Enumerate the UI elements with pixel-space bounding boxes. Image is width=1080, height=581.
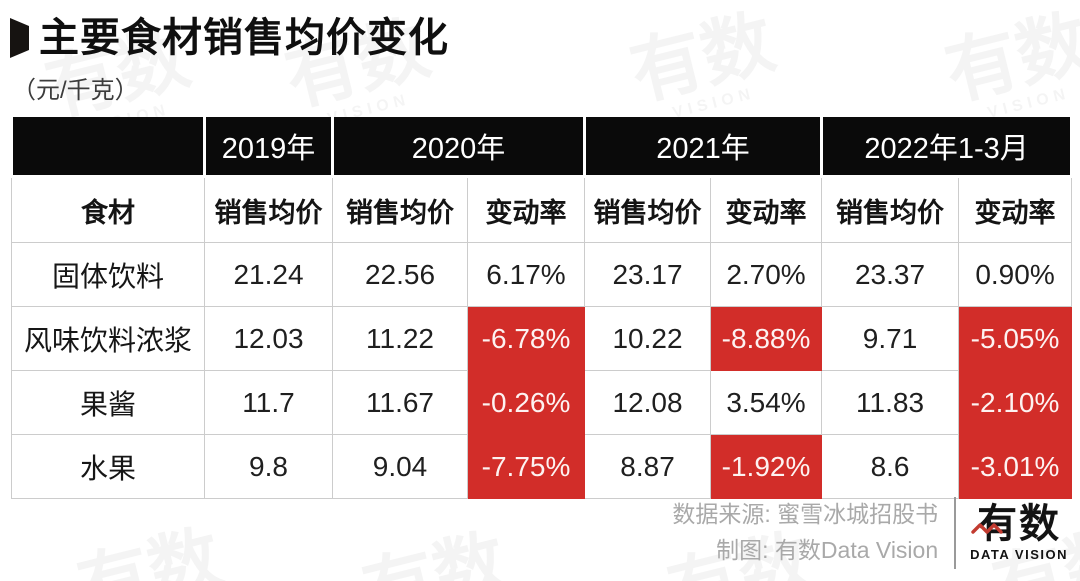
col-header-food: 食材 [11, 176, 205, 243]
sub-header-row: 食材 销售均价 销售均价 变动率 销售均价 变动率 销售均价 变动率 [11, 176, 1073, 243]
price-2021: 10.22 [584, 306, 712, 371]
brand-logo: 有数 DATA VISION [970, 504, 1068, 562]
table-row: 风味饮料浓浆 12.03 11.22 -6.78% 10.22 -8.88% 9… [11, 306, 1073, 371]
price-2021: 8.87 [584, 434, 712, 499]
unit-label: （元/千克） [12, 77, 139, 104]
food-name: 果酱 [11, 370, 205, 435]
year-header-2021: 2021年 [583, 117, 824, 178]
price-2020: 9.04 [332, 434, 468, 499]
rate-2020: -6.78% [466, 306, 586, 371]
col-header-rate-2021: 变动率 [710, 176, 823, 243]
year-header-2022: 2022年1-3月 [820, 117, 1074, 178]
price-2020: 11.67 [332, 370, 468, 435]
year-header-blank [10, 117, 206, 178]
price-2022: 23.37 [821, 242, 960, 307]
food-name: 风味饮料浓浆 [11, 306, 205, 371]
rate-2020: -0.26% [466, 370, 586, 435]
watermark: 有数 [349, 522, 522, 581]
brand-logo-en: DATA VISION [970, 547, 1068, 562]
title-flag-icon [10, 18, 29, 58]
price-2022: 11.83 [821, 370, 960, 435]
rate-2021: 2.70% [710, 242, 823, 307]
table-row: 固体饮料 21.24 22.56 6.17% 23.17 2.70% 23.37… [11, 242, 1073, 307]
rate-2021: 3.54% [710, 370, 823, 435]
rate-2020: 6.17% [466, 242, 586, 307]
credit-line: 制图: 有数Data Vision [716, 537, 939, 563]
watermark: 有数VISION [616, 2, 794, 132]
food-name: 固体饮料 [11, 242, 205, 307]
price-2020: 11.22 [332, 306, 468, 371]
price-2019: 9.8 [204, 434, 333, 499]
page-title: 主要食材销售均价变化 [39, 16, 449, 60]
rate-2022: -5.05% [958, 306, 1073, 371]
rate-2021: -1.92% [710, 434, 823, 499]
footer: 数据来源: 蜜雪冰城招股书 制图: 有数Data Vision 有数 DATA … [672, 497, 1068, 569]
price-2022: 8.6 [821, 434, 960, 499]
rate-2020: -7.75% [466, 434, 586, 499]
price-2019: 21.24 [204, 242, 333, 307]
year-header-row: 2019年 2020年 2021年 2022年1-3月 [10, 117, 1074, 178]
source-credit: 数据来源: 蜜雪冰城招股书 制图: 有数Data Vision [672, 497, 938, 568]
price-change-table: 2019年 2020年 2021年 2022年1-3月 食材 销售均价 销售均价… [10, 117, 1074, 499]
col-header-price-2022: 销售均价 [821, 176, 960, 243]
price-2021: 23.17 [584, 242, 712, 307]
price-2022: 9.71 [821, 306, 960, 371]
food-name: 水果 [11, 434, 205, 499]
brand-logo-cn: 有数 [970, 504, 1068, 544]
year-header-2019: 2019年 [203, 117, 334, 178]
header: 主要食材销售均价变化 （元/千克） [10, 16, 449, 105]
col-header-rate-2022: 变动率 [958, 176, 1073, 243]
col-header-price-2021: 销售均价 [584, 176, 712, 243]
table-row: 水果 9.8 9.04 -7.75% 8.87 -1.92% 8.6 -3.01… [11, 434, 1073, 499]
col-header-price-2020: 销售均价 [332, 176, 468, 243]
rate-2022: 0.90% [958, 242, 1073, 307]
price-2020: 22.56 [332, 242, 468, 307]
price-2019: 11.7 [204, 370, 333, 435]
col-header-price-2019: 销售均价 [204, 176, 333, 243]
table-row: 果酱 11.7 11.67 -0.26% 12.08 3.54% 11.83 -… [11, 370, 1073, 435]
rate-2021: -8.88% [710, 306, 823, 371]
rate-2022: -3.01% [958, 434, 1073, 499]
price-2019: 12.03 [204, 306, 333, 371]
logo-wave-icon [971, 523, 1003, 534]
watermark: 有数VISION [931, 2, 1080, 132]
footer-divider [954, 497, 957, 569]
col-header-rate-2020: 变动率 [466, 176, 586, 243]
year-header-2020: 2020年 [330, 117, 587, 178]
data-source-line: 数据来源: 蜜雪冰城招股书 [672, 501, 939, 528]
price-2021: 12.08 [584, 370, 712, 435]
watermark: 有数 [64, 518, 237, 581]
rate-2022: -2.10% [958, 370, 1073, 435]
